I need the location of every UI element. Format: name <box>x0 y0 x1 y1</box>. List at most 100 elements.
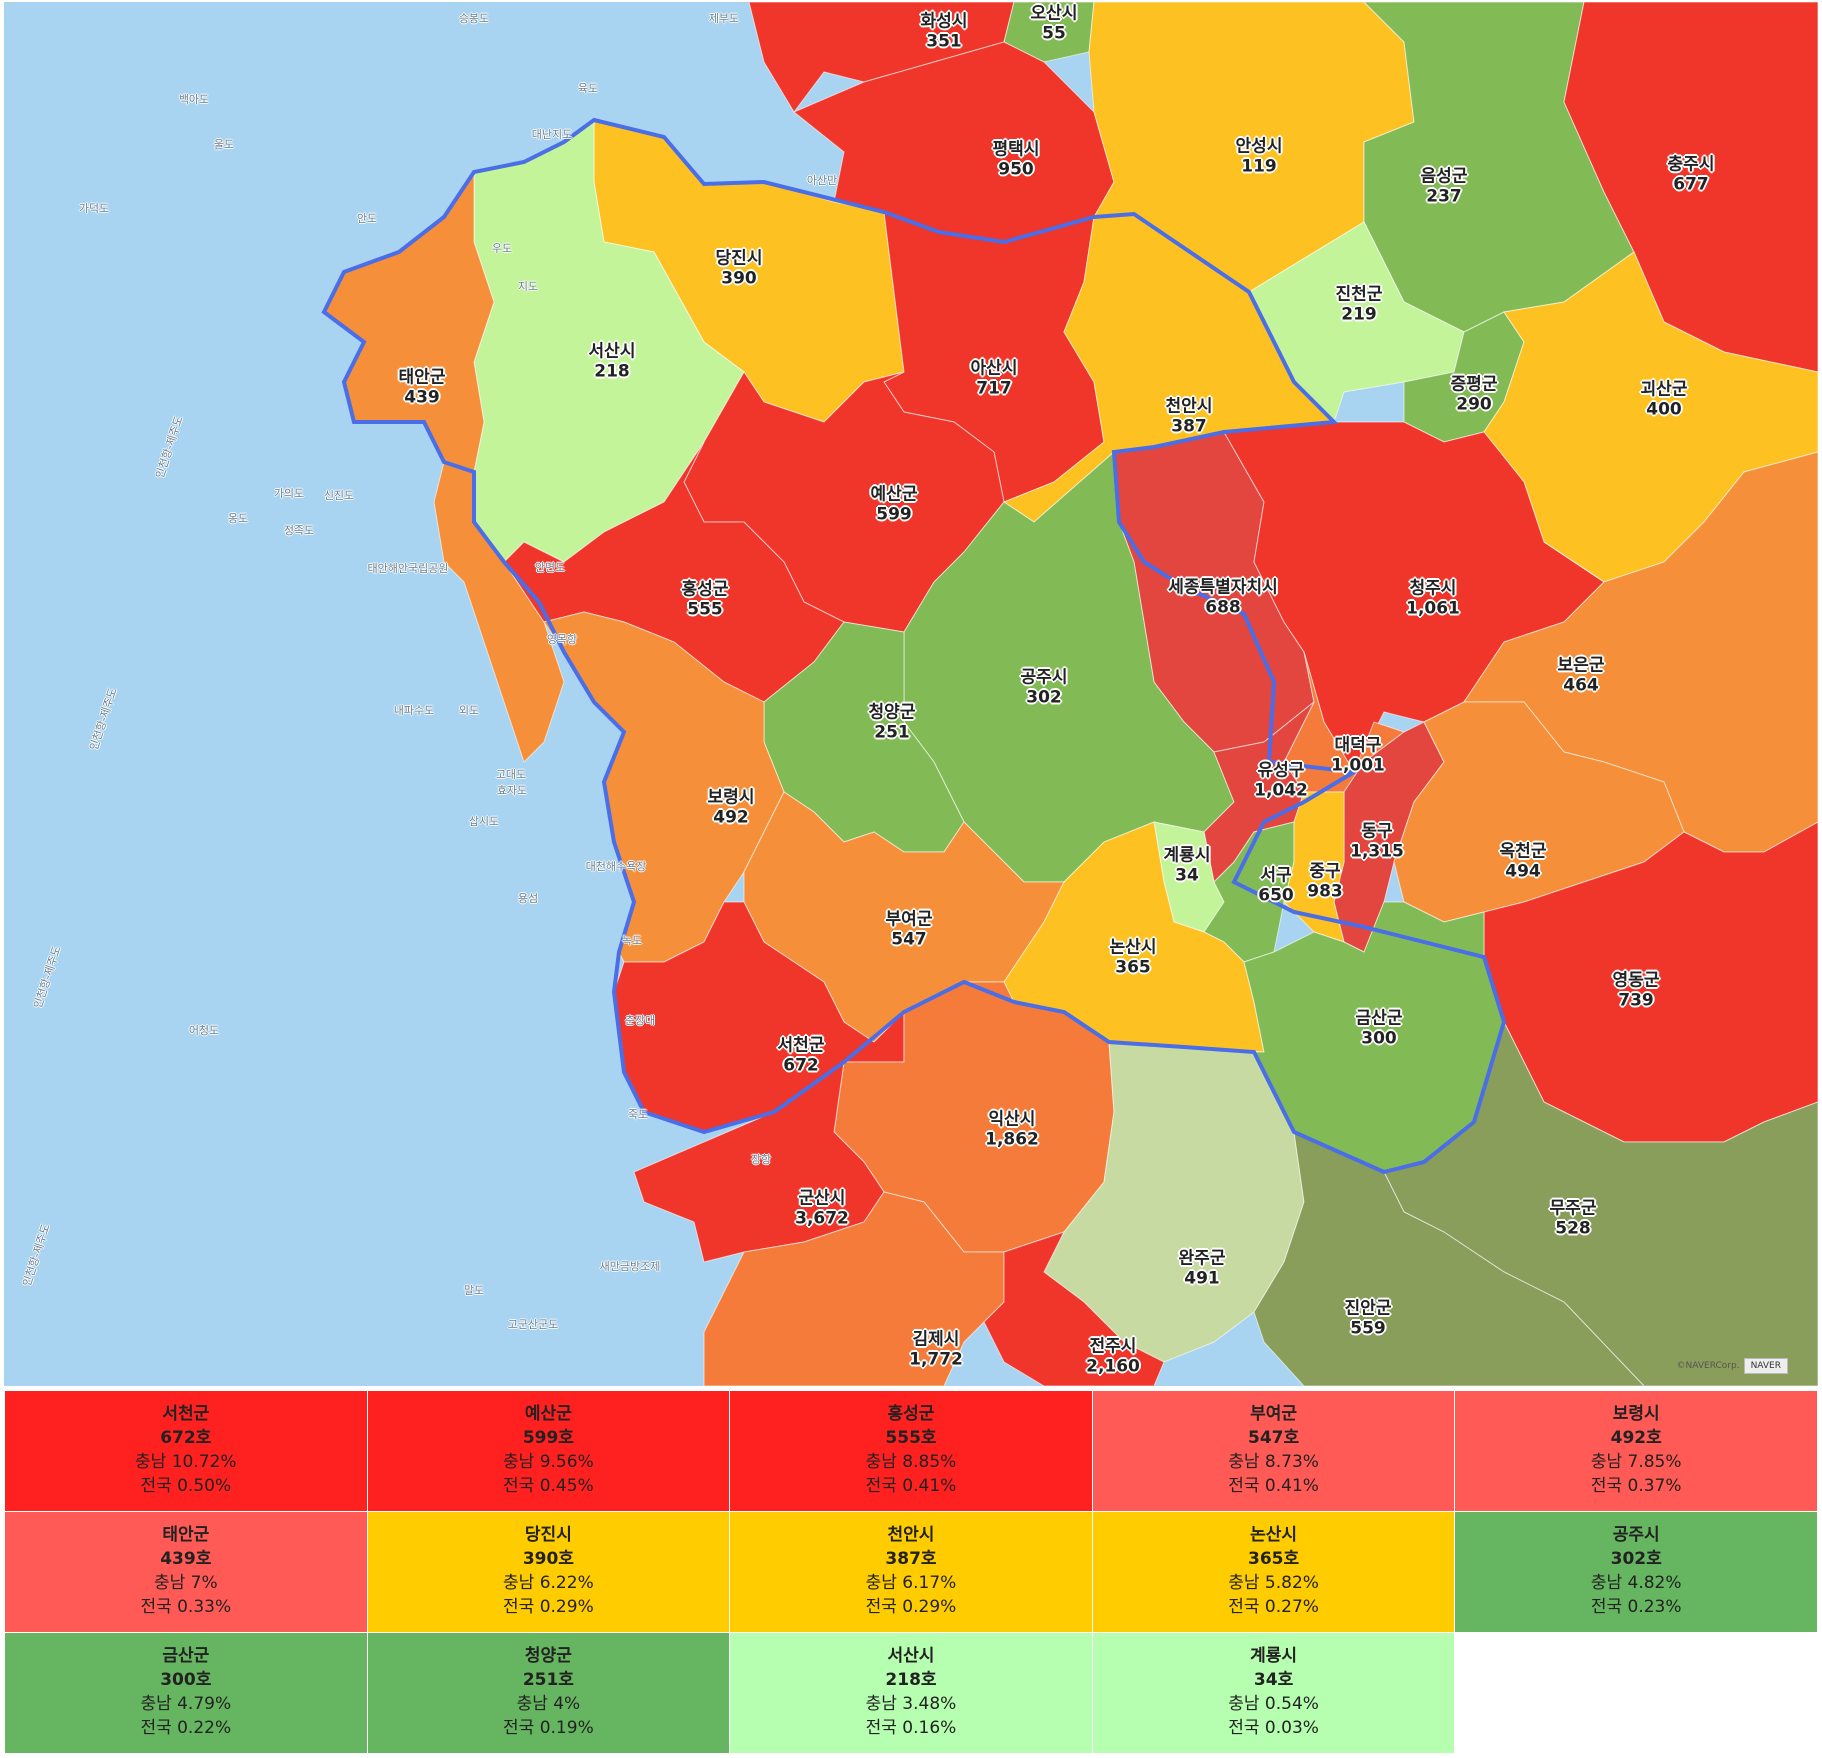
region-name: 천안시 <box>1165 396 1213 417</box>
region-value: 237 <box>1426 186 1462 206</box>
cell-region-name: 청양군 <box>524 1646 572 1667</box>
cell-region-name: 서천군 <box>162 1404 210 1425</box>
region-value: 1,042 <box>1254 780 1308 800</box>
region-name: 유성구 <box>1257 760 1305 781</box>
cell-national-share: 전국 0.37% <box>1590 1475 1682 1496</box>
cell-count: 387호 <box>885 1549 937 1570</box>
cell-national-share: 전국 0.23% <box>1590 1596 1682 1617</box>
region-name: 증평군 <box>1450 374 1498 395</box>
cell-national-share: 전국 0.50% <box>140 1475 232 1496</box>
region-name: 김제시 <box>912 1329 960 1350</box>
cell-count: 555호 <box>885 1428 937 1449</box>
region-value: 290 <box>1456 394 1492 414</box>
cell-province-share: 충남 7.85% <box>1590 1452 1682 1472</box>
cell-region-name: 홍성군 <box>887 1404 935 1425</box>
map-attribution: ©NAVERCorp. NAVER <box>1677 1358 1788 1374</box>
stats-cell: 공주시 302호 충남 4.82% 전국 0.23% <box>1454 1511 1818 1633</box>
sea-place-label: 육도 <box>577 82 599 95</box>
cell-province-share: 충남 6.17% <box>865 1573 957 1593</box>
region-label-buyeo: 부여군 547 <box>886 910 933 949</box>
region-value: 351 <box>926 31 962 51</box>
region-label-cheongyang: 청양군 251 <box>869 703 916 742</box>
region-value: 119 <box>1241 156 1277 176</box>
cell-national-share: 전국 0.19% <box>503 1717 594 1738</box>
region-name: 오산시 <box>1030 3 1078 24</box>
cell-region-name: 금산군 <box>162 1646 210 1667</box>
cell-province-share: 충남 6.22% <box>503 1573 594 1593</box>
region-label-jeungpyeong: 증평군 290 <box>1451 375 1498 414</box>
region-label-boryeong: 보령시 492 <box>708 788 755 827</box>
region-seogu[interactable] <box>1203 821 1295 963</box>
cell-count: 365호 <box>1248 1549 1300 1570</box>
sea-place-label: 안도 <box>356 212 378 225</box>
cell-province-share: 충남 4.79% <box>140 1694 232 1714</box>
region-label-junggu: 중구 983 <box>1307 862 1343 901</box>
region-name: 계룡시 <box>1163 845 1211 866</box>
region-name: 세종특별자치시 <box>1168 577 1278 598</box>
region-value: 55 <box>1042 23 1066 43</box>
sea-place-label: 고대도 <box>495 768 527 781</box>
cell-national-share: 전국 0.27% <box>1228 1596 1319 1617</box>
cell-region-name: 예산군 <box>524 1404 572 1425</box>
region-label-seogu: 서구 650 <box>1258 866 1294 905</box>
cell-region-name: 부여군 <box>1250 1404 1298 1425</box>
region-label-yesan: 예산군 599 <box>871 485 918 524</box>
sea-place-label: 가의도 <box>273 487 305 500</box>
region-label-sejong: 세종특별자치시 688 <box>1168 578 1277 617</box>
cell-count: 672호 <box>160 1428 212 1449</box>
cell-province-share: 충남 8.73% <box>1228 1452 1319 1472</box>
sea-place-label: 승봉도 <box>458 12 490 25</box>
region-value: 218 <box>594 361 630 381</box>
region-label-yuseong: 유성구 1,042 <box>1254 761 1308 800</box>
cell-region-name: 당진시 <box>524 1525 572 1546</box>
region-label-asan: 아산시 717 <box>971 359 1018 398</box>
region-name: 서구 <box>1260 865 1292 886</box>
stats-row: 태안군 439호 충남 7% 전국 0.33% 당진시 390호 충남 6.22% 전국 0.… <box>4 1511 1818 1633</box>
region-name: 금산군 <box>1355 1008 1403 1029</box>
region-value: 439 <box>404 387 440 407</box>
sea-place-label: 어청도 <box>188 1024 220 1037</box>
sea-place-label: 효자도 <box>496 784 528 797</box>
sea-place-label: 백아도 <box>178 93 210 106</box>
region-label-seosan: 서산시 218 <box>589 342 636 381</box>
region-jeonju[interactable] <box>983 1231 1165 1386</box>
region-label-iksan: 익산시 1,862 <box>985 1110 1039 1149</box>
region-name: 부여군 <box>885 909 933 930</box>
stats-cell: 계룡시 34호 충남 0.54% 전국 0.03% <box>1091 1632 1456 1754</box>
sea-place-label: 가덕도 <box>78 202 110 215</box>
map-panel[interactable]: 화성시 351 오산시 55 평택시 950 안성시 119 음성군 237 충주시 677 당진시 39… <box>4 2 1818 1386</box>
region-value: 650 <box>1258 885 1294 905</box>
region-name: 음성군 <box>1420 166 1468 187</box>
region-label-jeonju: 전주시 2,160 <box>1086 1337 1140 1376</box>
region-jinan[interactable] <box>1253 1131 1645 1386</box>
cell-count: 218호 <box>885 1670 937 1691</box>
region-value: 688 <box>1205 597 1241 617</box>
region-name: 완주군 <box>1178 1248 1226 1269</box>
cell-count: 492호 <box>1610 1428 1662 1449</box>
cell-count: 547호 <box>1248 1428 1300 1449</box>
sea-place-label: 우도 <box>491 242 513 255</box>
region-value: 34 <box>1175 865 1199 885</box>
region-osan[interactable] <box>1003 2 1095 63</box>
region-value: 365 <box>1115 957 1151 977</box>
region-name: 군산시 <box>798 1188 846 1209</box>
region-value: 491 <box>1184 1268 1220 1288</box>
region-label-chungju: 충주시 677 <box>1668 155 1715 194</box>
cell-national-share: 전국 0.29% <box>865 1596 957 1617</box>
region-value: 555 <box>687 599 723 619</box>
cell-count: 599호 <box>522 1428 574 1449</box>
region-value: 3,672 <box>795 1208 849 1228</box>
region-label-donggu: 동구 1,315 <box>1350 822 1404 861</box>
cell-region-name: 보령시 <box>1612 1404 1660 1425</box>
region-value: 739 <box>1618 990 1654 1010</box>
region-name: 괴산군 <box>1640 379 1688 400</box>
choropleth-map <box>4 2 1818 1386</box>
region-label-cheongju: 청주시 1,061 <box>1406 579 1460 618</box>
sea-place-label: 신진도 <box>323 489 355 502</box>
cell-region-name: 논산시 <box>1250 1525 1298 1546</box>
region-name: 중구 <box>1309 861 1341 882</box>
stats-cell: 예산군 599호 충남 9.56% 전국 0.45% <box>366 1390 731 1512</box>
region-value: 677 <box>1673 174 1709 194</box>
region-label-eumseong: 음성군 237 <box>1421 167 1468 206</box>
